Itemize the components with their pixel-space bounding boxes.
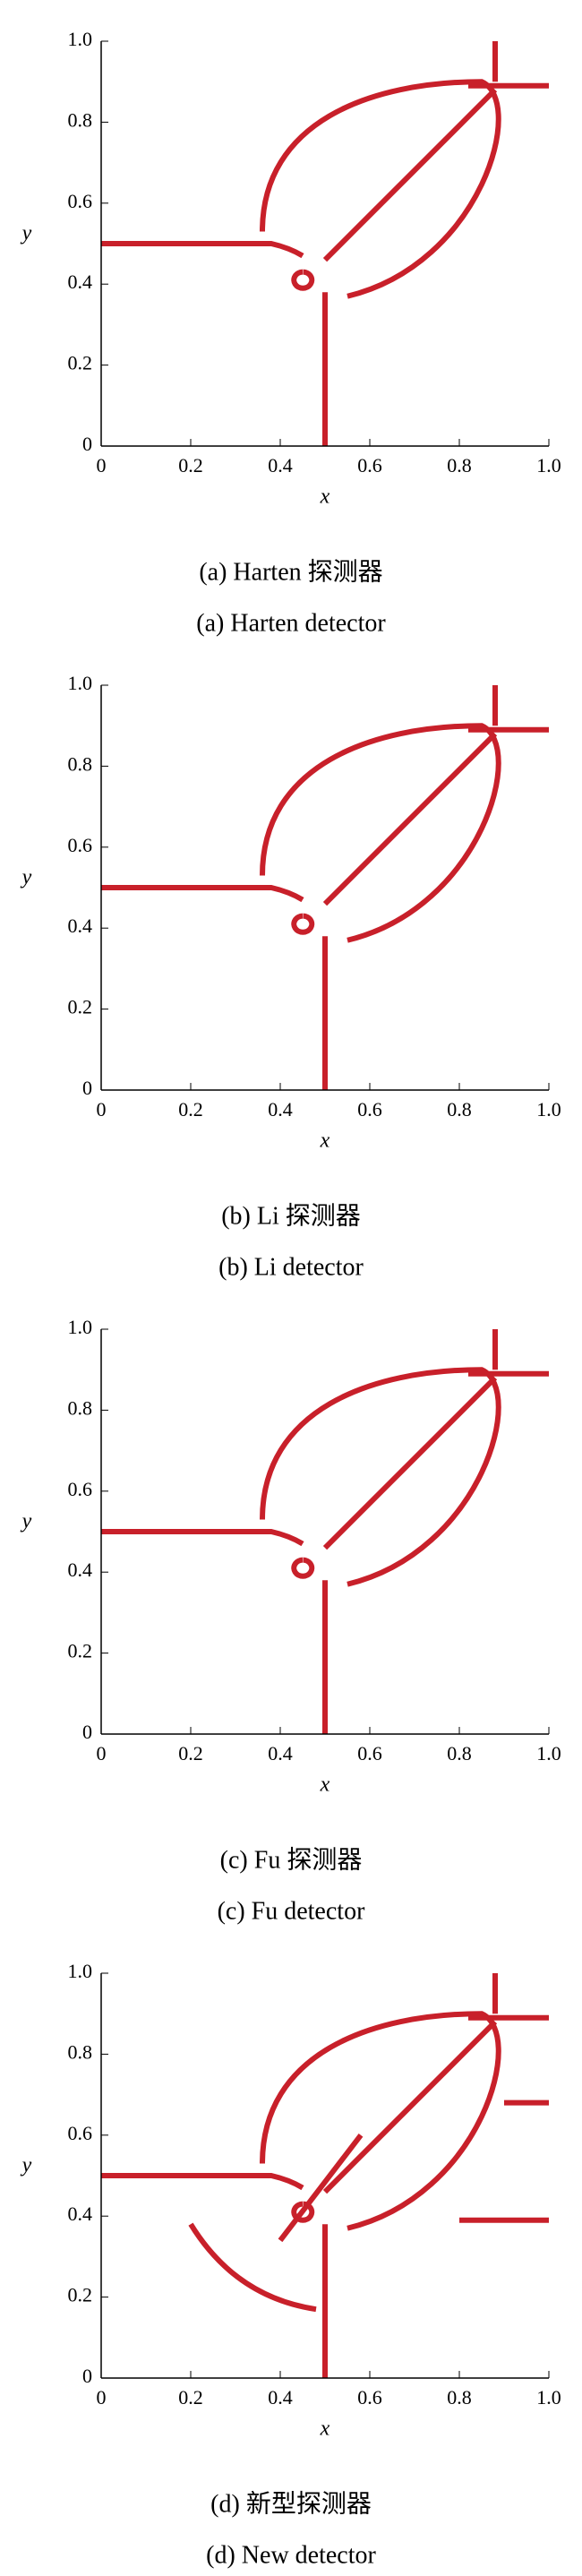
detected-cells <box>260 79 501 299</box>
x-axis-label: x <box>320 1129 330 1153</box>
y-tick-label: 0.4 <box>68 914 93 937</box>
x-tick-label: 0.4 <box>268 2386 293 2409</box>
caption: (d) 新型探测器 <box>210 2489 372 2518</box>
panel: 0 0.2 0.4 0.6 0.8 1.0 0 0.2 0.4 0.6 0.8 1.0 x y (b) Li… <box>21 672 561 1281</box>
x-tick-label: 0 <box>97 1742 107 1765</box>
x-tick-label: 0.4 <box>268 454 293 477</box>
detected-cells <box>260 723 501 943</box>
x-tick-label: 1.0 <box>536 2386 561 2409</box>
detected-cells <box>322 88 498 262</box>
y-tick-label: 0.8 <box>68 1396 93 1419</box>
x-tick-label: 0.6 <box>357 1098 382 1121</box>
y-tick-label: 0.2 <box>68 996 93 1018</box>
y-tick-label: 0 <box>82 2365 92 2387</box>
y-axis-label: y <box>21 1510 32 1533</box>
x-tick-label: 1.0 <box>536 1098 561 1121</box>
plot-area <box>101 1329 549 1734</box>
plot-area <box>101 41 549 446</box>
x-tick-label: 0 <box>97 454 107 477</box>
x-tick-label: 0.4 <box>268 1098 293 1121</box>
y-tick-label: 0 <box>82 433 92 455</box>
caption: (b) Li 探测器 <box>221 1201 361 1230</box>
y-tick-label: 0.4 <box>68 270 93 293</box>
detected-cells <box>322 732 498 906</box>
detected-cells <box>188 2222 317 2313</box>
y-tick-label: 0.2 <box>68 352 93 374</box>
detected-cells <box>101 885 304 903</box>
x-tick-label: 0.2 <box>178 1742 203 1765</box>
y-tick-label: 1.0 <box>68 672 93 694</box>
y-tick-label: 1.0 <box>68 1960 93 1982</box>
y-tick-label: 0 <box>82 1721 92 1743</box>
x-axis-label: x <box>320 485 330 509</box>
plot-area <box>101 1973 549 2378</box>
subcaption: (c) Fu detector <box>218 1897 365 1925</box>
detected-cells <box>322 2020 498 2194</box>
x-tick-label: 0 <box>97 1098 107 1121</box>
x-axis-label: x <box>320 1773 330 1797</box>
x-axis-label: x <box>320 2417 330 2441</box>
y-tick-label: 1.0 <box>68 1316 93 1338</box>
detected-cells <box>291 269 315 291</box>
subcaption: (d) New detector <box>206 2541 376 2569</box>
y-tick-label: 0.8 <box>68 108 93 131</box>
x-tick-label: 0.2 <box>178 1098 203 1121</box>
detected-cells <box>291 913 315 935</box>
x-tick-label: 0.2 <box>178 2386 203 2409</box>
panel: 0 0.2 0.4 0.6 0.8 1.0 0 0.2 0.4 0.6 0.8 1.0 x y (a) Ha… <box>21 28 561 637</box>
y-tick-label: 0.2 <box>68 2284 93 2306</box>
detected-cells <box>101 241 304 259</box>
detected-cells <box>291 2201 315 2223</box>
detected-cells <box>260 2011 501 2231</box>
y-tick-label: 0.6 <box>68 834 93 856</box>
x-tick-label: 0.6 <box>357 1742 382 1765</box>
x-tick-label: 0.8 <box>447 454 472 477</box>
detected-cells <box>101 1529 304 1547</box>
x-tick-label: 0.6 <box>357 2386 382 2409</box>
x-tick-label: 0.6 <box>357 454 382 477</box>
x-tick-label: 0.8 <box>447 1742 472 1765</box>
panel: 0 0.2 0.4 0.6 0.8 1.0 0 0.2 0.4 0.6 0.8 1.0 x y (c) Fu… <box>21 1316 561 1925</box>
y-axis-label: y <box>21 866 32 889</box>
plot-area <box>101 685 549 1090</box>
x-tick-label: 1.0 <box>536 1742 561 1765</box>
detected-cells <box>291 1557 315 1579</box>
x-tick-label: 0 <box>97 2386 107 2409</box>
y-tick-label: 0.6 <box>68 190 93 212</box>
y-tick-label: 0 <box>82 1077 92 1099</box>
x-tick-label: 0.4 <box>268 1742 293 1765</box>
detected-cells <box>260 1367 501 1587</box>
y-tick-label: 0.6 <box>68 2122 93 2144</box>
y-axis-label: y <box>21 2154 32 2177</box>
y-tick-label: 1.0 <box>68 28 93 50</box>
subcaption: (a) Harten detector <box>196 609 386 637</box>
detected-cells <box>278 2133 364 2243</box>
y-tick-label: 0.8 <box>68 752 93 775</box>
y-tick-label: 0.6 <box>68 1478 93 1500</box>
panel: 0 0.2 0.4 0.6 0.8 1.0 0 0.2 0.4 0.6 0.8 1.0 x y (d) 新型… <box>21 1960 561 2569</box>
x-tick-label: 1.0 <box>536 454 561 477</box>
x-tick-label: 0.8 <box>447 2386 472 2409</box>
y-tick-label: 0.4 <box>68 1558 93 1581</box>
caption: (a) Harten 探测器 <box>199 557 382 586</box>
y-axis-label: y <box>21 222 32 245</box>
detected-cells <box>101 2173 304 2191</box>
subcaption: (b) Li detector <box>218 1253 364 1281</box>
y-tick-label: 0.8 <box>68 2040 93 2063</box>
caption: (c) Fu 探测器 <box>220 1845 363 1874</box>
detected-cells <box>322 1376 498 1550</box>
y-tick-label: 0.4 <box>68 2202 93 2225</box>
y-tick-label: 0.2 <box>68 1640 93 1662</box>
x-tick-label: 0.2 <box>178 454 203 477</box>
x-tick-label: 0.8 <box>447 1098 472 1121</box>
